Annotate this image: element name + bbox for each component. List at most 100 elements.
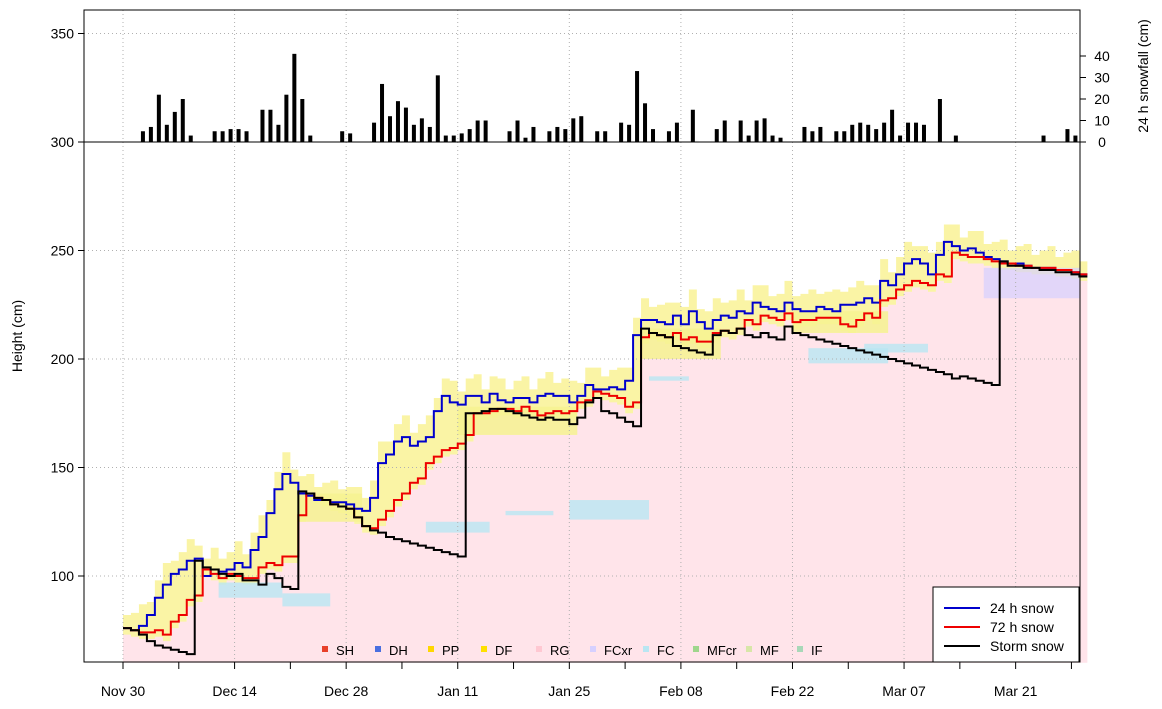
snowfall-bar: [451, 135, 456, 142]
grain-label: FCxr: [604, 643, 633, 658]
y-tick-label: 350: [51, 26, 75, 42]
snowfall-bar: [627, 124, 632, 142]
line-legend: 24 h snow 72 h snow Storm snow: [932, 586, 1080, 663]
grain-label: RG: [550, 643, 570, 658]
snowfall-bar: [1065, 129, 1070, 142]
plot-frame: [83, 9, 1081, 663]
snowfall-bar: [666, 131, 671, 142]
grain-label: SH: [336, 643, 354, 658]
grain-swatch: [536, 646, 542, 652]
pp-band: [298, 493, 363, 522]
snowfall-bar: [268, 109, 273, 142]
grain-label: PP: [442, 643, 459, 658]
y2-tick-label: 40: [1094, 48, 1110, 64]
series-line: [123, 240, 1088, 632]
snowfall-bar: [674, 122, 679, 142]
snowfall-bar: [148, 126, 153, 142]
grain-swatch: [643, 646, 649, 652]
y-tick-label: 150: [51, 460, 75, 476]
snowfall-bar: [140, 131, 145, 142]
snowfall-bar: [1073, 135, 1078, 142]
snowfall-bar: [850, 124, 855, 142]
snowfall-bar: [547, 131, 552, 142]
snowfall-bar: [746, 135, 751, 142]
snowfall-bar: [380, 83, 385, 142]
y-tick-label: 300: [51, 134, 75, 150]
snowfall-bar: [284, 94, 289, 142]
snowfall-bar: [156, 94, 161, 142]
snowfall-bar: [643, 103, 648, 142]
snowfall-bar: [427, 126, 432, 142]
x-tick-label: Jan 11: [437, 683, 478, 699]
y2-axis-label: 24 h snowfall (cm): [1135, 19, 1151, 133]
grain-swatch: [693, 646, 699, 652]
y-tick-label: 200: [51, 351, 75, 367]
snowfall-bar: [635, 71, 640, 142]
snowfall-bar: [523, 137, 528, 142]
series-line: [123, 251, 1088, 636]
snowfall-bar: [220, 131, 225, 142]
snowfall-bar: [475, 120, 480, 142]
snowfall-bar: [810, 131, 815, 142]
snowfall-bar: [172, 111, 177, 142]
snowfall-bar: [595, 131, 600, 142]
snowfall-bar: [579, 116, 584, 142]
fc-band: [569, 500, 650, 520]
snowfall-bar: [921, 124, 926, 142]
grain-swatch: [481, 646, 487, 652]
snowfall-bar: [244, 131, 249, 142]
snowfall-bar: [619, 122, 624, 142]
fc-band: [864, 343, 928, 353]
snowfall-bar: [842, 131, 847, 142]
snowfall-bar: [340, 131, 345, 142]
snowfall-bar: [308, 135, 313, 142]
fc-band: [425, 521, 490, 533]
y-axis-label: Height (cm): [9, 300, 25, 372]
snowfall-bar: [914, 122, 919, 142]
snowfall-bar: [403, 107, 408, 142]
snowfall-bar: [754, 120, 759, 142]
x-tick-label: Feb 22: [771, 683, 815, 699]
grain-swatch: [322, 646, 328, 652]
fc-band: [505, 510, 554, 516]
snowfall-bar: [690, 109, 695, 142]
series-lines: [123, 240, 1088, 656]
snowfall-bar: [802, 126, 807, 142]
snowfall-bar: [770, 135, 775, 142]
y-tick-label: 100: [51, 568, 75, 584]
snowfall-bar: [890, 109, 895, 142]
snowfall-bar: [953, 135, 958, 142]
snowfall-bar: [300, 99, 305, 142]
grain-legend: SH DH PP DF RG FCxr FC MFcr MF IF: [322, 643, 823, 658]
snowfall-bar: [738, 120, 743, 142]
grain-swatch: [746, 646, 752, 652]
snowfall-bar: [467, 129, 472, 142]
snowfall-bar: [818, 126, 823, 142]
snowfall-bar: [348, 133, 353, 142]
snowfall-bar: [563, 129, 568, 142]
grain-label: FC: [657, 643, 674, 658]
y-tick-label: 250: [51, 243, 75, 259]
legend-line-label: 24 h snow: [990, 600, 1055, 616]
snowfall-bar: [411, 124, 416, 142]
snowfall-bar: [882, 122, 887, 142]
grain-swatch: [797, 646, 803, 652]
grain-swatch: [375, 646, 381, 652]
x-tick-label: Dec 14: [212, 683, 257, 699]
snowfall-bar: [531, 126, 536, 142]
grain-label: MF: [760, 643, 779, 658]
snowfall-bar: [722, 120, 727, 142]
legend-line-label: Storm snow: [990, 638, 1065, 654]
snowfall-bar: [459, 133, 464, 142]
line-legend-box: [932, 586, 1080, 663]
snowfall-bar: [395, 101, 400, 142]
snowfall-bar: [387, 116, 392, 142]
y2-tick-label: 10: [1094, 113, 1110, 129]
grain-swatch: [590, 646, 596, 652]
legend-line-label: 72 h snow: [990, 619, 1055, 635]
x-tick-label: Dec 28: [324, 683, 369, 699]
x-tick-label: Jan 25: [548, 683, 590, 699]
y2-tick-label: 30: [1094, 70, 1110, 86]
snowfall-bar: [866, 124, 871, 142]
